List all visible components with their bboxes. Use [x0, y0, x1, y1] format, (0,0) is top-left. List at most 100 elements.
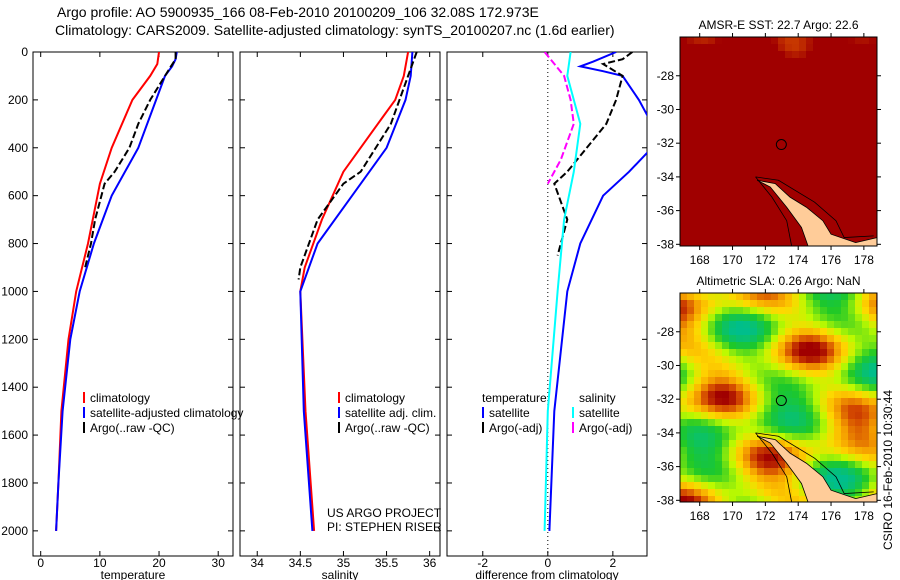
- map-cell: [771, 128, 778, 135]
- map-cell: [792, 391, 799, 398]
- map-cell: [869, 65, 876, 72]
- map-cell: [694, 107, 701, 114]
- map-cell: [715, 44, 722, 51]
- map-cell: [722, 461, 729, 468]
- map-cell: [778, 391, 785, 398]
- map-cell: [680, 489, 687, 496]
- map-cell: [841, 489, 848, 496]
- map-cell: [750, 170, 757, 177]
- map-cell: [736, 489, 743, 496]
- map-cell: [701, 156, 708, 163]
- map-cell: [687, 205, 694, 212]
- map-cell: [736, 240, 743, 246]
- map-cell: [764, 240, 771, 246]
- map-cell: [848, 468, 855, 475]
- map-cell: [820, 114, 827, 121]
- map-cell: [827, 342, 834, 349]
- map-cell: [750, 356, 757, 363]
- map-cell: [736, 163, 743, 170]
- map-cell: [785, 177, 792, 184]
- map-cell: [792, 314, 799, 321]
- map-cell: [806, 314, 813, 321]
- map-cell: [813, 419, 820, 426]
- map-cell: [757, 226, 764, 233]
- map-cell: [862, 121, 869, 128]
- map-cell: [820, 461, 827, 468]
- y-tick-label: 600: [8, 189, 28, 203]
- map-cell: [869, 356, 876, 363]
- map-cell: [708, 65, 715, 72]
- map-cell: [680, 468, 687, 475]
- map-cell: [841, 419, 848, 426]
- map-cell: [750, 349, 757, 356]
- map-cell: [708, 335, 715, 342]
- map-cell: [680, 433, 687, 440]
- map-cell: [806, 177, 813, 184]
- map-cell: [694, 433, 701, 440]
- map-cell: [708, 454, 715, 461]
- map-cell: [841, 121, 848, 128]
- map-cell: [841, 37, 848, 44]
- lon-tick-label: 176: [821, 253, 841, 267]
- map-cell: [827, 447, 834, 454]
- map-cell: [834, 419, 841, 426]
- x-tick-label: 0: [37, 556, 44, 570]
- map-cell: [778, 335, 785, 342]
- map-cell: [841, 65, 848, 72]
- map-cell: [715, 58, 722, 65]
- map-cell: [841, 356, 848, 363]
- map-cell: [848, 128, 855, 135]
- map-cell: [785, 370, 792, 377]
- map-cell: [799, 300, 806, 307]
- lon-tick-label: 170: [723, 509, 743, 523]
- map-cell: [736, 205, 743, 212]
- legend-label: satellite: [579, 406, 620, 420]
- map-cell: [715, 149, 722, 156]
- map-cell: [680, 496, 687, 502]
- x-tick-label: 10: [93, 556, 107, 570]
- map-cell: [708, 307, 715, 314]
- map-cell: [778, 170, 785, 177]
- map-cell: [820, 363, 827, 370]
- map-cell: [701, 58, 708, 65]
- map-cell: [827, 475, 834, 482]
- map-cell: [708, 177, 715, 184]
- map-cell: [834, 198, 841, 205]
- map-cell: [764, 405, 771, 412]
- map-cell: [708, 93, 715, 100]
- map-cell: [799, 496, 806, 502]
- map-cell: [792, 447, 799, 454]
- map-cell: [680, 149, 687, 156]
- map-cell: [827, 198, 834, 205]
- map-cell: [792, 226, 799, 233]
- map-cell: [729, 58, 736, 65]
- map-cell: [764, 398, 771, 405]
- map-cell: [750, 177, 757, 184]
- map-cell: [771, 300, 778, 307]
- map-cell: [862, 461, 869, 468]
- map-cell: [736, 370, 743, 377]
- map-cell: [841, 191, 848, 198]
- map-cell: [792, 349, 799, 356]
- map-cell: [715, 342, 722, 349]
- map-cell: [680, 461, 687, 468]
- map-cell: [841, 51, 848, 58]
- map-cell: [792, 300, 799, 307]
- map-cell: [841, 170, 848, 177]
- map-cell: [785, 240, 792, 246]
- map-cell: [834, 482, 841, 489]
- map-cell: [813, 412, 820, 419]
- map-cell: [827, 219, 834, 226]
- map-cell: [736, 496, 743, 502]
- map-cell: [715, 114, 722, 121]
- map-cell: [778, 293, 785, 300]
- map-cell: [778, 156, 785, 163]
- map-cell: [862, 398, 869, 405]
- map-cell: [792, 356, 799, 363]
- map-cell: [729, 447, 736, 454]
- map-cell: [694, 328, 701, 335]
- map-cell: [701, 489, 708, 496]
- map-cell: [708, 149, 715, 156]
- map-cell: [799, 293, 806, 300]
- map-cell: [743, 496, 750, 502]
